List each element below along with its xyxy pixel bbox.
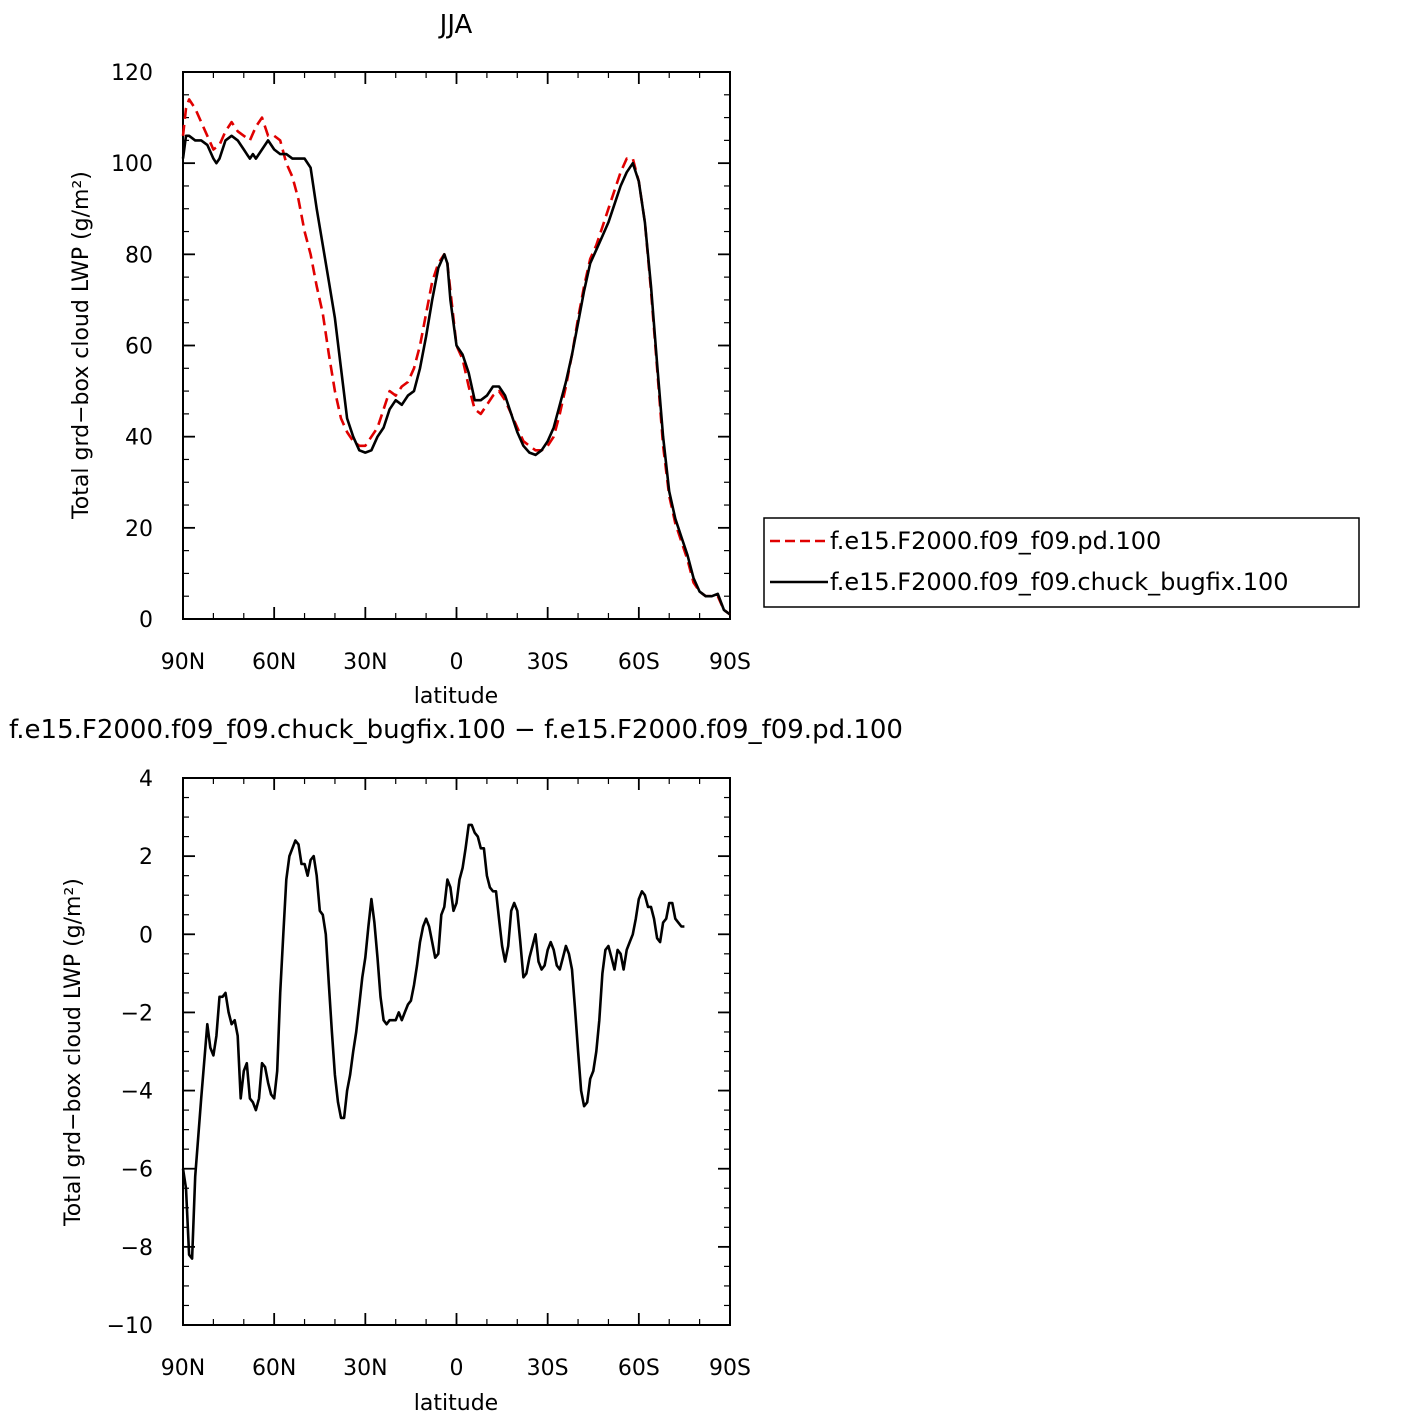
top-x-tick-label: 30S bbox=[527, 650, 569, 675]
top-y-tick-label: 100 bbox=[111, 152, 153, 177]
top-x-tick-label: 60S bbox=[618, 650, 660, 675]
legend-label-pd: f.e15.F2000.f09_f09.pd.100 bbox=[830, 527, 1161, 555]
top-y-axis-label: Total grd−box cloud LWP (g/m²) bbox=[69, 171, 94, 520]
top-series-line-0 bbox=[181, 98, 731, 616]
bottom-y-tick-label: 0 bbox=[139, 923, 153, 948]
bottom-x-tick-label: 90S bbox=[709, 1356, 751, 1381]
bottom-y-tick-label: −10 bbox=[107, 1314, 153, 1339]
bottom-y-axis-label: Total grd−box cloud LWP (g/m²) bbox=[61, 878, 86, 1227]
bottom-x-tick-label: 90N bbox=[161, 1356, 205, 1381]
top-chart: JJA 90N 60N 30N 0 30S 60S 90S 0 20 40 60 80 100 120 l… bbox=[69, 10, 751, 709]
top-x-tick-label: 90N bbox=[161, 650, 205, 675]
bottom-y-tick-label: −4 bbox=[121, 1080, 153, 1105]
top-y-tick-label: 40 bbox=[125, 426, 153, 451]
top-x-tick-label: 30N bbox=[343, 650, 387, 675]
bottom-chart-title: f.e15.F2000.f09_f09.chuck_bugfix.100 − f… bbox=[9, 715, 903, 745]
bottom-x-tick-label: 60N bbox=[252, 1356, 296, 1381]
bottom-series-line-0 bbox=[181, 823, 685, 1260]
legend-box bbox=[763, 517, 1360, 608]
top-y-tick-label: 20 bbox=[125, 517, 153, 542]
top-x-tick-label: 0 bbox=[450, 650, 464, 675]
bottom-y-tick-label: −6 bbox=[121, 1158, 153, 1183]
bottom-x-axis-label: latitude bbox=[414, 1391, 498, 1416]
bottom-chart: f.e15.F2000.f09_f09.chuck_bugfix.100 − f… bbox=[9, 715, 903, 1416]
top-chart-title: JJA bbox=[438, 10, 473, 40]
top-y-tick-label: 80 bbox=[125, 243, 153, 268]
bottom-x-tick-label: 30S bbox=[527, 1356, 569, 1381]
bottom-y-tick-label: 4 bbox=[139, 767, 153, 792]
top-x-axis-label: latitude bbox=[414, 684, 498, 709]
bottom-x-tick-label: 0 bbox=[450, 1356, 464, 1381]
top-y-tick-label: 60 bbox=[125, 335, 153, 360]
top-y-tick-label: 120 bbox=[111, 61, 153, 86]
bottom-plot-frame bbox=[182, 777, 731, 1326]
bottom-x-tick-label: 30N bbox=[343, 1356, 387, 1381]
top-x-tick-label: 90S bbox=[709, 650, 751, 675]
bottom-y-tick-label: 2 bbox=[139, 845, 153, 870]
top-y-tick-label: 0 bbox=[139, 608, 153, 633]
bottom-x-tick-label: 60S bbox=[618, 1356, 660, 1381]
bottom-y-tick-label: −2 bbox=[121, 1001, 153, 1026]
legend-label-bugfix: f.e15.F2000.f09_f09.chuck_bugfix.100 bbox=[830, 568, 1289, 596]
legend: f.e15.F2000.f09_f09.pd.100 f.e15.F2000.f… bbox=[763, 517, 1360, 608]
bottom-y-tick-label: −8 bbox=[121, 1236, 153, 1261]
top-series-line-1 bbox=[181, 134, 731, 616]
top-x-tick-label: 60N bbox=[252, 650, 296, 675]
